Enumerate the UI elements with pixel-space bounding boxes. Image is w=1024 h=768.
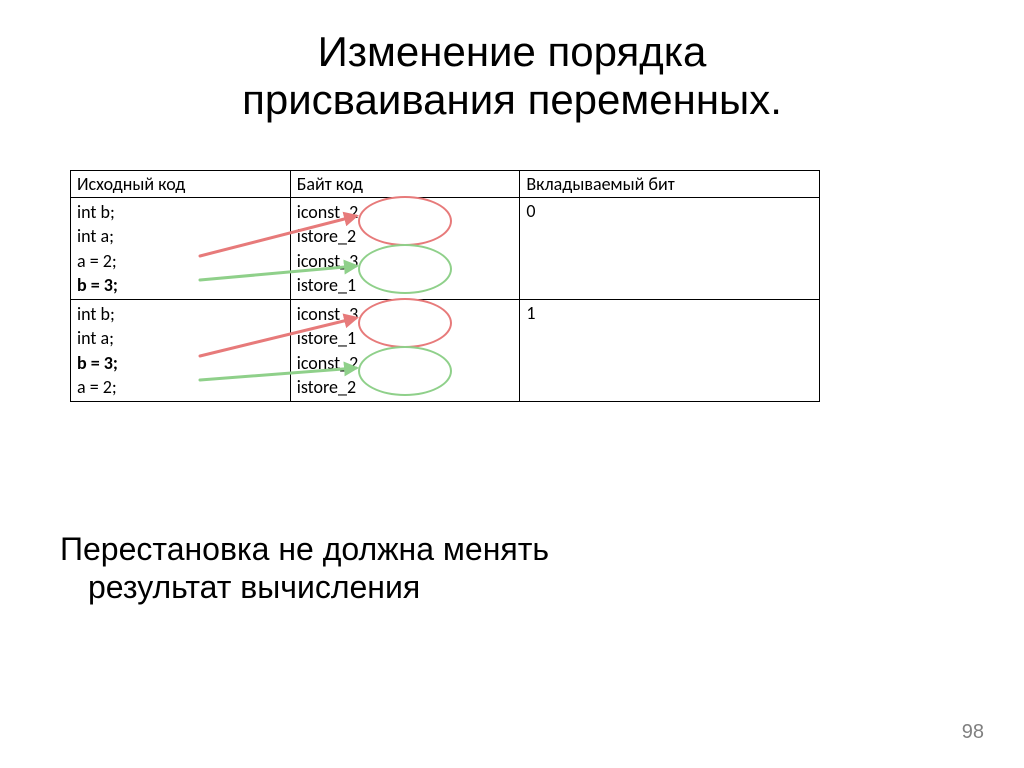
slide: Изменение порядка присваивания переменны… [0,0,1024,768]
cell-bit: 1 [520,300,820,402]
note-text: Перестановка не должна менять результат … [60,530,940,607]
cell-bit: 0 [520,198,820,300]
byte-line: istore_1 [297,326,514,350]
byte-line: iconst_2 [297,200,514,224]
byte-line: iconst_3 [297,302,514,326]
header-byte: Байт код [290,171,520,198]
src-line: int b; [77,200,284,224]
note-line-1: Перестановка не должна менять [60,530,940,568]
src-line: a = 2; [77,375,284,399]
header-src: Исходный код [71,171,291,198]
table-container: Исходный код Байт код Вкладываемый бит i… [70,170,820,402]
title-line-1: Изменение порядка [318,28,707,75]
table-row: int b;int a;a = 2;b = 3;iconst_2istore_2… [71,198,820,300]
page-number: 98 [962,721,984,744]
byte-line: istore_2 [297,375,514,399]
note-line-2: результат вычисления [60,568,940,606]
src-line: b = 3; [77,273,284,297]
src-line: b = 3; [77,351,284,375]
byte-line: istore_1 [297,273,514,297]
src-line: int a; [77,224,284,248]
slide-title: Изменение порядка присваивания переменны… [0,0,1024,125]
cell-src: int b;int a;b = 3;a = 2; [71,300,291,402]
byte-line: iconst_2 [297,351,514,375]
byte-line: istore_2 [297,224,514,248]
table-header-row: Исходный код Байт код Вкладываемый бит [71,171,820,198]
cell-byte: iconst_3istore_1iconst_2istore_2 [290,300,520,402]
table-body: int b;int a;a = 2;b = 3;iconst_2istore_2… [71,198,820,402]
src-line: a = 2; [77,249,284,273]
src-line: int b; [77,302,284,326]
title-line-2: присваивания переменных. [242,76,782,123]
table-row: int b;int a;b = 3;a = 2;iconst_3istore_1… [71,300,820,402]
src-line: int a; [77,326,284,350]
cell-src: int b;int a;a = 2;b = 3; [71,198,291,300]
byte-line: iconst_3 [297,249,514,273]
cell-byte: iconst_2istore_2iconst_3istore_1 [290,198,520,300]
bytecode-table: Исходный код Байт код Вкладываемый бит i… [70,170,820,402]
header-bit: Вкладываемый бит [520,171,820,198]
